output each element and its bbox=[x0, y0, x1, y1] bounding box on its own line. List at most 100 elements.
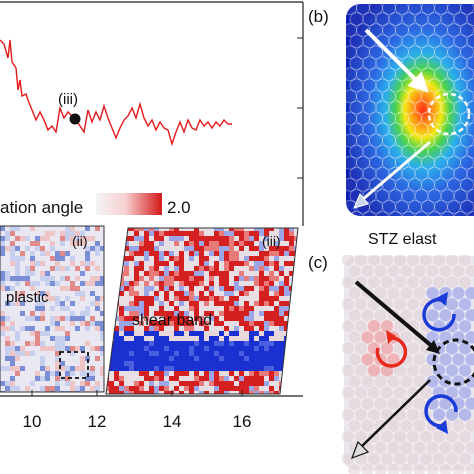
texture-cell bbox=[65, 241, 70, 246]
texture-cell bbox=[179, 246, 184, 251]
texture-cell bbox=[50, 386, 55, 391]
texture-cell bbox=[284, 236, 289, 241]
texture-cell bbox=[229, 231, 234, 236]
texture-cell bbox=[139, 286, 144, 291]
texture-cell bbox=[65, 311, 70, 316]
texture-cell bbox=[0, 311, 5, 316]
texture-cell bbox=[106, 326, 109, 331]
texture-cell bbox=[90, 361, 95, 366]
texture-cell bbox=[184, 296, 189, 301]
particle bbox=[375, 122, 390, 137]
texture-cell bbox=[279, 266, 284, 271]
particle bbox=[395, 199, 409, 214]
particle bbox=[464, 264, 474, 279]
texture-cell bbox=[184, 236, 189, 241]
texture-cell bbox=[159, 326, 164, 331]
texture-cell bbox=[299, 391, 304, 396]
texture-cell bbox=[109, 366, 114, 371]
texture-cell bbox=[204, 266, 209, 271]
texture-cell bbox=[159, 336, 164, 341]
texture-cell bbox=[284, 281, 289, 286]
texture-cell bbox=[194, 301, 199, 306]
texture-cell bbox=[129, 376, 134, 381]
texture-cell bbox=[194, 228, 199, 231]
texture-cell bbox=[184, 376, 189, 381]
texture-cell bbox=[164, 326, 169, 331]
texture-cell bbox=[174, 366, 179, 371]
texture-cell bbox=[169, 236, 174, 241]
texture-cell bbox=[154, 356, 159, 361]
texture-cell bbox=[25, 226, 30, 231]
texture-cell bbox=[45, 346, 50, 351]
texture-cell bbox=[0, 301, 5, 306]
texture-cell bbox=[269, 366, 274, 371]
texture-cell bbox=[30, 251, 35, 256]
texture-cell bbox=[254, 241, 259, 246]
texture-cell bbox=[229, 311, 234, 316]
particle bbox=[349, 100, 364, 115]
texture-cell bbox=[15, 301, 20, 306]
texture-cell bbox=[254, 266, 259, 271]
texture-cell bbox=[134, 326, 139, 331]
texture-cell bbox=[119, 306, 124, 311]
texture-cell bbox=[45, 296, 50, 301]
texture-cell bbox=[129, 331, 134, 336]
texture-cell bbox=[239, 306, 244, 311]
texture-cell bbox=[90, 281, 95, 286]
texture-cell bbox=[244, 296, 249, 301]
texture-cell bbox=[224, 281, 229, 286]
texture-cell bbox=[90, 296, 95, 301]
texture-cell bbox=[269, 361, 274, 366]
texture-cell bbox=[139, 351, 144, 356]
texture-cell bbox=[159, 281, 164, 286]
texture-cell bbox=[20, 371, 25, 376]
texture-cell bbox=[164, 241, 169, 246]
particle bbox=[388, 122, 403, 137]
texture-cell bbox=[229, 321, 234, 326]
texture-cell bbox=[75, 241, 80, 246]
texture-cell bbox=[169, 326, 174, 331]
texture-cell bbox=[40, 306, 45, 311]
texture-cell bbox=[95, 271, 100, 276]
texture-cell bbox=[254, 286, 259, 291]
texture-cell bbox=[144, 361, 149, 366]
texture-cell bbox=[75, 346, 80, 351]
texture-cell bbox=[60, 276, 65, 281]
texture-cell bbox=[229, 356, 234, 361]
texture-cell bbox=[279, 231, 284, 236]
texture-cell bbox=[5, 316, 10, 321]
texture-cell bbox=[169, 356, 174, 361]
texture-cell bbox=[179, 296, 184, 301]
texture-cell bbox=[95, 386, 100, 391]
texture-cell bbox=[264, 276, 269, 281]
texture-cell bbox=[179, 286, 184, 291]
texture-cell bbox=[189, 391, 194, 394]
texture-cell bbox=[184, 231, 189, 236]
texture-cell bbox=[289, 386, 294, 391]
texture-cell bbox=[179, 256, 184, 261]
texture-cell bbox=[279, 331, 284, 336]
texture-cell bbox=[40, 241, 45, 246]
texture-cell bbox=[174, 376, 179, 381]
texture-cell bbox=[70, 256, 75, 261]
texture-cell bbox=[40, 346, 45, 351]
texture-cell bbox=[194, 266, 199, 271]
texture-cell bbox=[85, 326, 90, 331]
texture-cell bbox=[149, 276, 154, 281]
texture-cell bbox=[264, 256, 269, 261]
texture-cell bbox=[0, 246, 5, 251]
texture-cell bbox=[50, 321, 55, 326]
texture-cell bbox=[90, 311, 95, 316]
texture-cell bbox=[219, 261, 224, 266]
texture-cell bbox=[124, 281, 129, 286]
texture-cell bbox=[219, 228, 224, 231]
texture-cell bbox=[264, 381, 269, 386]
colorbar: ation angle 2.0 bbox=[0, 193, 191, 217]
texture-cell bbox=[154, 311, 159, 316]
texture-cell bbox=[25, 266, 30, 271]
texture-cell bbox=[25, 346, 30, 351]
texture-cell bbox=[249, 271, 254, 276]
texture-cell bbox=[109, 256, 114, 261]
texture-cell bbox=[70, 371, 75, 376]
texture-cell bbox=[129, 361, 134, 366]
